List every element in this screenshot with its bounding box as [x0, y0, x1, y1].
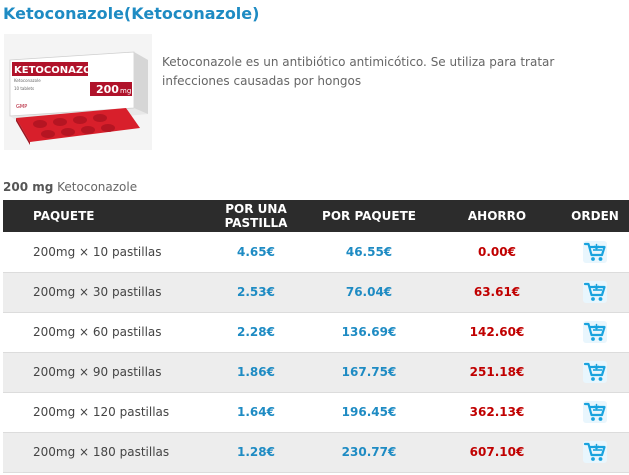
table-header-row: PAQUETE POR UNA PASTILLA POR PAQUETE AHO…: [3, 200, 629, 232]
savings-amount: 0.00€: [478, 244, 516, 259]
box-dose-text: 200: [96, 83, 119, 96]
header-per-pill: POR UNA PASTILLA: [207, 200, 305, 232]
box-tablets-text: 10 tablets: [14, 86, 34, 91]
order-cell: [561, 392, 629, 432]
header-savings: AHORRO: [467, 209, 527, 223]
order-cell: [561, 352, 629, 392]
box-sub-text: Ketoconazole: [14, 78, 41, 83]
dose-line: 200 mg Ketoconazole: [3, 180, 137, 194]
dose-strength: 200 mg: [3, 180, 54, 194]
box-maker-text: GMP: [16, 104, 27, 110]
price-table: PAQUETE POR UNA PASTILLA POR PAQUETE AHO…: [3, 200, 629, 473]
header-per-pill-line2: PASTILLA: [224, 216, 288, 230]
product-description: Ketoconazole es un antibiótico antimicót…: [162, 55, 555, 88]
cart-icon[interactable]: [583, 441, 607, 463]
per-pack-price: 136.69€: [341, 325, 397, 339]
per-pill-price: 2.53€: [237, 285, 275, 299]
package-cell: 200mg × 120 pastillas: [33, 405, 170, 419]
header-per-pill-line1: POR UNA: [225, 202, 287, 216]
table-row: 200mg × 120 pastillas 1.64€ 196.45€ 362.…: [3, 392, 629, 432]
per-pack-price: 167.75€: [341, 365, 397, 379]
per-pack-price: 76.04€: [345, 285, 393, 299]
savings-amount: 607.10€: [469, 445, 525, 459]
cart-icon[interactable]: [583, 401, 607, 423]
cart-icon[interactable]: [583, 321, 607, 343]
box-dose-unit: mg: [120, 87, 131, 95]
per-pill-price: 1.28€: [237, 445, 275, 459]
per-pill-price: 1.86€: [237, 365, 275, 379]
dose-name: Ketoconazole: [57, 180, 138, 194]
savings-amount: 362.13€: [469, 405, 525, 419]
pill-box-illustration: KETOCONAZOL Ketoconazole 10 tablets 200 …: [9, 51, 148, 145]
order-cell: [561, 312, 629, 352]
table-row: 200mg × 180 pastillas 1.28€ 230.77€ 607.…: [3, 432, 629, 472]
header-order: ORDEN: [571, 209, 619, 223]
cart-icon[interactable]: [583, 361, 607, 383]
per-pill-price: 2.28€: [237, 325, 275, 339]
per-pill-price: 4.65€: [237, 244, 275, 259]
table-row: 200mg × 10 pastillas 4.65€ 46.55€ 0.00€: [3, 232, 629, 272]
header-per-pack: POR PAQUETE: [322, 209, 416, 223]
per-pill-price: 1.64€: [237, 405, 275, 419]
cart-icon[interactable]: [583, 240, 607, 263]
per-pack-price: 196.45€: [341, 405, 397, 419]
package-cell: 200mg × 30 pastillas: [33, 285, 162, 299]
savings-amount: 63.61€: [473, 285, 521, 299]
package-cell: 200mg × 90 pastillas: [33, 365, 162, 379]
table-row: 200mg × 60 pastillas 2.28€ 136.69€ 142.6…: [3, 312, 629, 352]
order-cell: [561, 432, 629, 472]
order-cell: [561, 272, 629, 312]
per-pack-price: 46.55€: [345, 244, 393, 259]
package-cell: 200mg × 180 pastillas: [33, 445, 170, 459]
per-pack-price: 230.77€: [341, 445, 397, 459]
package-cell: 200mg × 60 pastillas: [33, 325, 162, 339]
savings-amount: 142.60€: [469, 325, 525, 339]
table-row: 200mg × 90 pastillas 1.86€ 167.75€ 251.1…: [3, 352, 629, 392]
table-row: 200mg × 30 pastillas 2.53€ 76.04€ 63.61€: [3, 272, 629, 312]
product-image: KETOCONAZOL Ketoconazole 10 tablets 200 …: [4, 34, 152, 150]
package-cell: 200mg × 10 pastillas: [33, 244, 162, 259]
box-brand-text: KETOCONAZOL: [14, 65, 99, 76]
cart-icon[interactable]: [583, 281, 607, 303]
savings-amount: 251.18€: [469, 365, 525, 379]
header-package: PAQUETE: [33, 209, 95, 223]
order-cell: [561, 232, 629, 272]
product-title: Ketoconazole(Ketoconazole): [3, 4, 260, 23]
